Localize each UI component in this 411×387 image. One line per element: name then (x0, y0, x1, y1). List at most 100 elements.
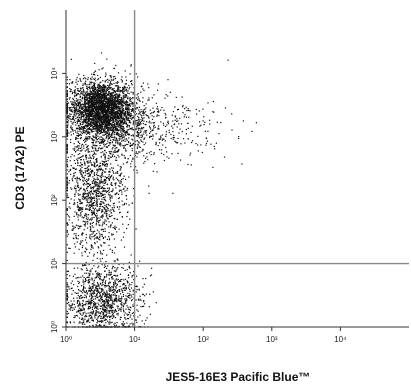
event-dot (104, 211, 106, 213)
event-dot (76, 149, 78, 151)
event-dot (118, 295, 120, 297)
event-dot (167, 95, 169, 97)
event-dot (121, 290, 123, 292)
event-dot (114, 116, 116, 118)
event-dot (120, 308, 122, 310)
event-dot (98, 133, 100, 135)
event-dot (102, 84, 104, 86)
event-dot (142, 82, 144, 84)
event-dot (79, 215, 81, 217)
event-dot (145, 103, 147, 105)
event-dot (182, 112, 184, 114)
event-dot (157, 83, 159, 85)
event-dot (107, 320, 109, 322)
event-dot (121, 298, 123, 300)
event-dot (102, 317, 104, 319)
event-dot (123, 127, 125, 129)
event-dot (93, 84, 95, 86)
event-dot (116, 81, 119, 83)
event-dot (114, 279, 116, 281)
event-dot (69, 202, 71, 204)
event-dot (70, 82, 73, 84)
event-dot (143, 112, 145, 114)
event-dot (92, 139, 95, 141)
event-dot (142, 293, 144, 295)
event-dot (110, 122, 112, 125)
event-dot (100, 104, 102, 106)
event-dot (107, 106, 109, 108)
event-dot (76, 110, 78, 113)
event-dot (103, 138, 105, 140)
event-dot (70, 305, 72, 307)
event-dot (121, 125, 123, 127)
event-dot (147, 159, 149, 161)
event-dot (114, 281, 116, 283)
event-dot (109, 75, 111, 77)
event-dot (87, 93, 89, 95)
event-dot (83, 223, 85, 226)
event-dot (100, 109, 102, 111)
event-dot (115, 117, 117, 119)
event-dot (99, 287, 101, 289)
event-dot (117, 305, 119, 307)
event-dot (119, 110, 121, 112)
event-dot (104, 283, 106, 285)
event-dot (131, 276, 133, 278)
event-dot (96, 95, 98, 98)
event-dot (105, 109, 107, 111)
event-dot (108, 176, 110, 178)
event-dot (121, 179, 123, 181)
event-dot (82, 281, 84, 283)
event-dot (112, 121, 114, 124)
event-dot (125, 89, 128, 91)
event-dot (139, 100, 141, 102)
event-dot (110, 113, 112, 115)
event-dot (73, 303, 75, 306)
event-dot (66, 111, 68, 113)
event-dot (109, 143, 111, 145)
event-dot (117, 172, 119, 174)
event-dot (86, 85, 88, 88)
event-dot (106, 101, 108, 103)
event-dot (80, 168, 82, 170)
event-dot (114, 260, 116, 262)
event-dot (104, 127, 106, 129)
event-dot (110, 306, 112, 309)
event-dot (75, 136, 77, 139)
event-dot (71, 287, 73, 289)
event-dot (98, 122, 100, 124)
event-dot (86, 93, 89, 95)
event-dot (82, 125, 84, 128)
event-dot (81, 198, 83, 200)
event-dot (106, 103, 108, 105)
event-dot (111, 125, 113, 127)
event-dot (77, 295, 79, 297)
event-dot (131, 83, 133, 85)
event-dot (104, 109, 106, 111)
event-dot (98, 112, 100, 114)
event-dot (95, 116, 97, 118)
event-dot (95, 111, 97, 113)
event-dot (66, 251, 68, 253)
event-dot (123, 130, 125, 132)
event-dot (66, 76, 68, 78)
event-dot (95, 288, 97, 290)
event-dot (88, 93, 90, 95)
event-dot (92, 144, 94, 147)
event-dot (77, 299, 79, 302)
event-dot (114, 289, 116, 291)
event-dot (129, 97, 131, 99)
event-dot (112, 127, 114, 130)
event-dot (109, 316, 111, 319)
event-dot (113, 67, 115, 69)
event-dot (110, 225, 112, 227)
event-dot (77, 145, 79, 147)
event-dot (95, 93, 97, 95)
event-dot (111, 133, 113, 135)
event-dot (119, 100, 121, 102)
event-dot (96, 120, 98, 122)
event-dot (85, 290, 87, 292)
event-dot (95, 137, 97, 139)
event-dot (87, 165, 89, 167)
event-dot (87, 303, 89, 305)
